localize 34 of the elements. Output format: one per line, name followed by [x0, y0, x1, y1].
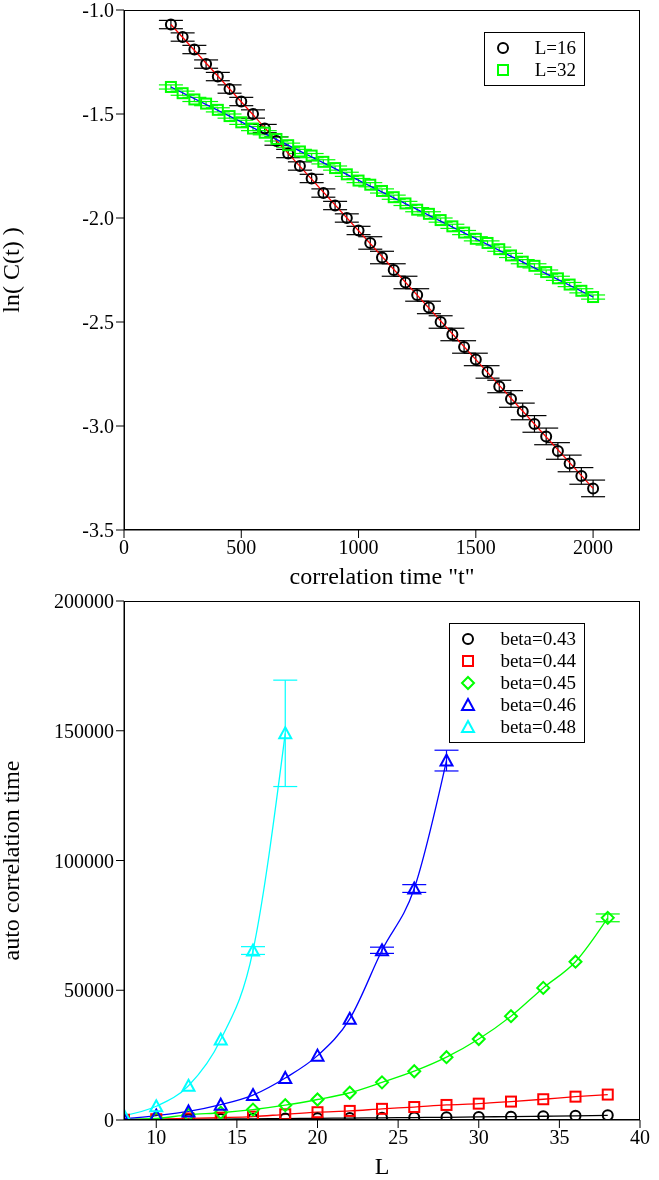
- y-tick-label: 0: [104, 1109, 114, 1132]
- x-axis-title: correlation time "t": [289, 563, 475, 589]
- legend-label: beta=0.45: [500, 672, 576, 694]
- y-tick-label: 150000: [54, 719, 114, 742]
- legend-label: L=16: [534, 37, 576, 59]
- x-tick-label: 20: [307, 1126, 328, 1149]
- x-tick-label: 10: [146, 1126, 167, 1149]
- y-axis-title: auto correlation time: [0, 760, 24, 961]
- y-tick-label: 50000: [64, 979, 114, 1002]
- y-axis-title: ln( C(t) ): [0, 227, 24, 313]
- x-tick-label: 1500: [455, 536, 496, 559]
- x-tick-label: 25: [388, 1126, 409, 1149]
- legend-label: beta=0.44: [500, 650, 576, 672]
- y-tick-label: 100000: [54, 849, 114, 872]
- y-tick-label: -3.5: [82, 519, 114, 542]
- x-tick-label: 35: [549, 1126, 570, 1149]
- x-tick-label: 15: [226, 1126, 247, 1149]
- x-tick-label: 1000: [338, 536, 379, 559]
- legend-label: beta=0.48: [500, 716, 576, 738]
- x-tick-label: 0: [119, 536, 129, 559]
- y-tick-label: -2.5: [82, 311, 114, 334]
- x-tick-label: 30: [468, 1126, 489, 1149]
- x-tick-label: 40: [630, 1126, 650, 1149]
- legend-label: beta=0.46: [500, 694, 576, 716]
- y-tick-label: -2.0: [82, 207, 114, 230]
- x-tick-label: 500: [226, 536, 257, 559]
- y-tick-label: -3.0: [82, 415, 114, 438]
- y-tick-label: 200000: [54, 590, 114, 613]
- x-tick-label: 2000: [573, 536, 614, 559]
- y-tick-label: -1.0: [82, 0, 114, 22]
- y-tick-label: -1.5: [82, 103, 114, 126]
- legend-label: L=32: [534, 59, 576, 81]
- legend-label: beta=0.43: [500, 628, 576, 650]
- x-axis-title: L: [374, 1153, 390, 1179]
